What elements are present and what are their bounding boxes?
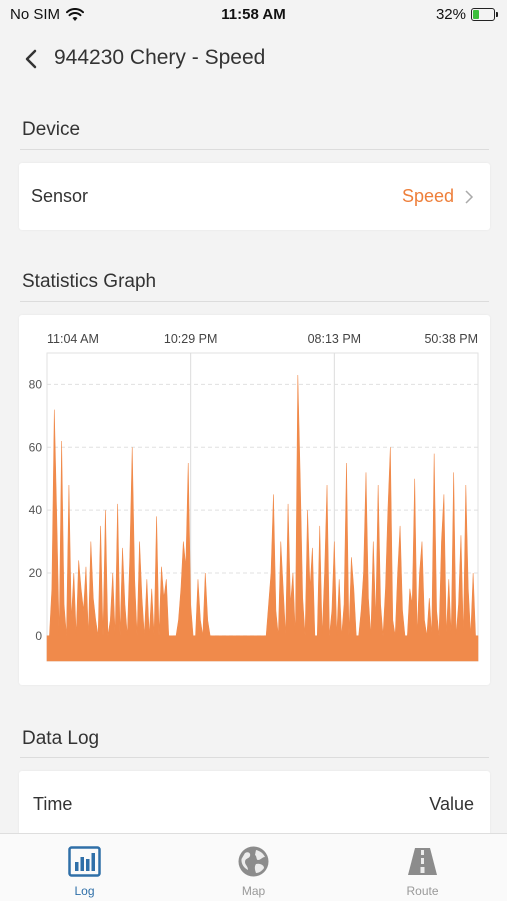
status-right: 32% [435, 6, 498, 23]
tab-bar: Log Map Route [0, 833, 507, 901]
y-tick-label: 0 [35, 629, 42, 643]
sensor-row[interactable]: Sensor Speed [19, 163, 490, 230]
speed-area-series [46, 374, 479, 662]
statistics-graph-card: 0 20 40 60 80 11:04 AM 10:29 PM 08:13 PM 50:38 P… [19, 315, 490, 685]
y-tick-label: 40 [29, 503, 43, 517]
tab-map-label: Map [241, 884, 266, 898]
tab-route[interactable]: Route [338, 834, 507, 901]
globe-icon [238, 846, 269, 877]
battery-fill [473, 10, 479, 19]
page-title: 944230 Chery - Speed [54, 46, 266, 69]
datalog-divider [20, 757, 489, 758]
column-header-value: Value [429, 794, 474, 814]
back-chevron-icon[interactable] [20, 47, 44, 71]
x-tick-label: 10:29 PM [164, 332, 218, 346]
tab-route-label: Route [406, 884, 439, 898]
tab-log[interactable]: Log [0, 834, 169, 901]
status-bar: No SIM 11:58 AM 32% [0, 0, 507, 32]
graph-divider [20, 301, 489, 302]
clock: 11:58 AM [221, 6, 286, 23]
datalog-section-title: Data Log [22, 728, 100, 749]
battery-icon [471, 8, 498, 21]
sensor-value: Speed [401, 186, 454, 206]
battery-percent: 32% [435, 6, 466, 23]
tab-map[interactable]: Map [169, 834, 338, 901]
nav-header: 944230 Chery - Speed [0, 40, 507, 80]
y-tick-label: 60 [29, 440, 43, 454]
bar-chart-icon [68, 846, 101, 877]
x-tick-label: 11:04 AM [47, 332, 99, 346]
device-divider [20, 149, 489, 150]
graph-section-title: Statistics Graph [22, 271, 157, 292]
x-tick-label: 50:38 PM [424, 332, 478, 346]
wifi-icon [66, 7, 85, 21]
tab-log-label: Log [74, 884, 95, 898]
y-tick-label: 20 [29, 566, 43, 580]
column-header-time: Time [33, 794, 73, 814]
carrier-label: No SIM [10, 6, 61, 23]
speed-chart: 0 20 40 60 80 11:04 AM 10:29 PM 08:13 PM 50:38 P… [29, 332, 479, 662]
road-icon [408, 848, 437, 875]
chevron-right-icon [465, 190, 474, 204]
y-tick-label: 80 [29, 377, 43, 391]
sensor-label: Sensor [31, 186, 89, 206]
status-left: No SIM [10, 6, 85, 23]
x-tick-label: 08:13 PM [308, 332, 362, 346]
device-section-title: Device [22, 119, 81, 140]
